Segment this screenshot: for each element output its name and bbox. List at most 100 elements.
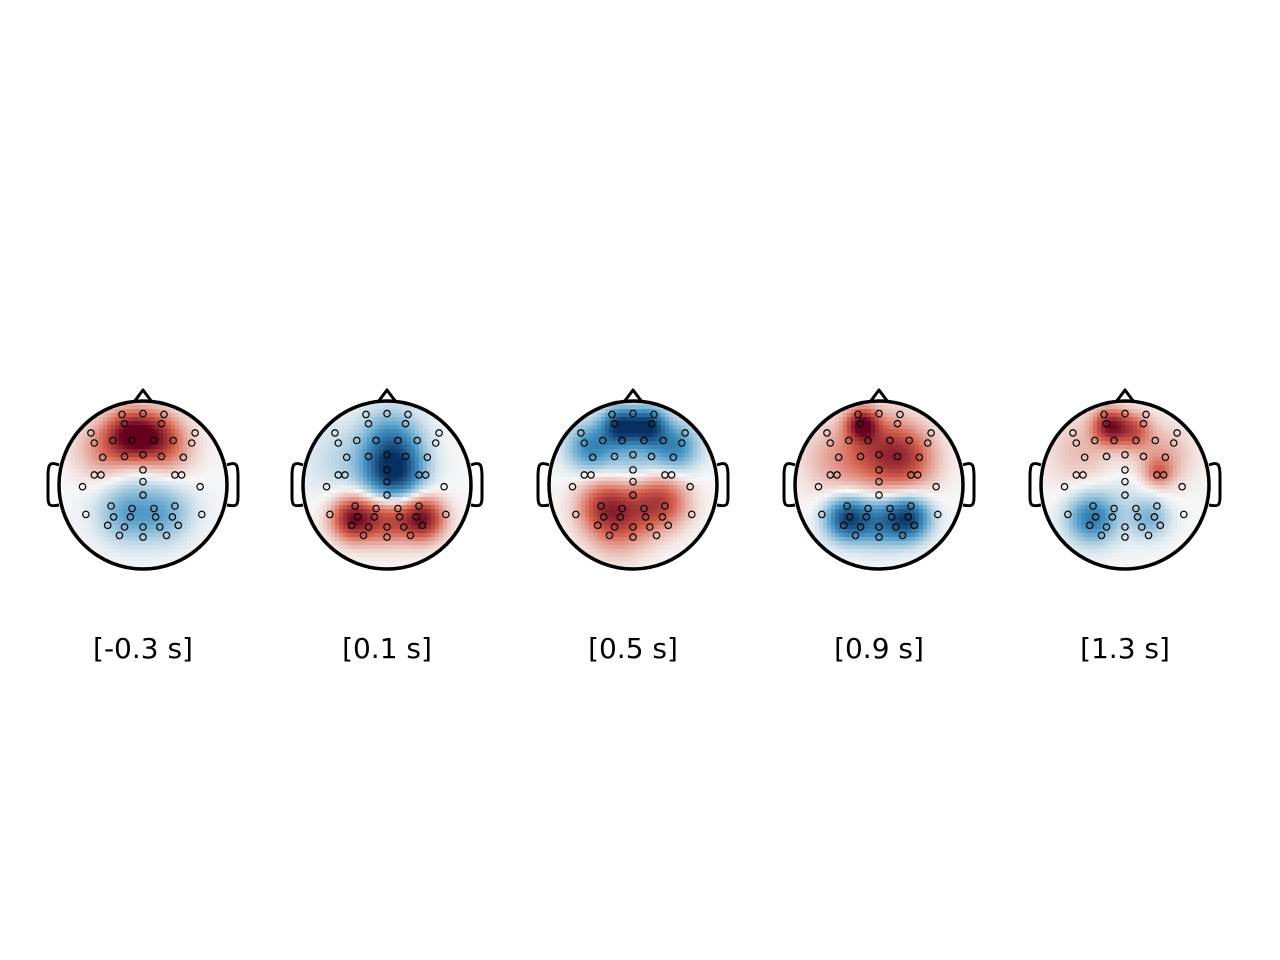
- sensor-marker: [629, 491, 637, 499]
- head-outline: [1039, 399, 1211, 571]
- sensor-marker: [98, 453, 107, 462]
- sensor-marker: [1150, 513, 1159, 521]
- topomap-2: [0.5 s]: [536, 388, 730, 665]
- sensor-marker: [686, 482, 694, 491]
- sensor-marker: [640, 504, 648, 513]
- right-ear-outline: [1208, 462, 1222, 508]
- right-ear-outline: [962, 462, 976, 508]
- topomap-heatmap: [303, 401, 471, 569]
- sensor-marker: [593, 521, 602, 530]
- sensor-marker: [97, 471, 105, 479]
- nose-outline: [622, 388, 644, 403]
- sensor-marker: [1072, 439, 1081, 447]
- sensor-marker: [875, 491, 883, 499]
- sensor-marker: [1139, 419, 1148, 428]
- sensor-marker: [364, 523, 373, 531]
- sensor-marker: [893, 452, 902, 461]
- sensor-marker: [383, 533, 391, 541]
- sensor-marker: [157, 452, 166, 461]
- sensor-marker: [174, 521, 183, 530]
- sensor-marker: [597, 502, 605, 510]
- sensor-marker: [652, 531, 661, 540]
- sensor-marker: [1089, 502, 1097, 510]
- sensor-marker: [1121, 450, 1129, 459]
- sensor-marker: [629, 409, 637, 418]
- sensor-marker: [394, 436, 402, 445]
- sensor-marker: [864, 504, 872, 513]
- sensor-marker: [139, 409, 147, 418]
- sensor-marker: [629, 523, 637, 531]
- sensor-marker: [401, 419, 410, 428]
- topomap-4: [1.3 s]: [1028, 388, 1222, 665]
- sensor-marker: [109, 513, 118, 521]
- left-ear-outline: [290, 462, 304, 508]
- sensor-marker: [1169, 439, 1178, 447]
- sensor-marker: [187, 439, 196, 447]
- sensor-marker: [198, 510, 206, 519]
- sensor-marker: [864, 436, 872, 445]
- sensor-marker: [907, 502, 915, 510]
- sensor-marker: [435, 429, 443, 437]
- sensor-marker: [1121, 491, 1129, 499]
- sensor-marker: [191, 429, 199, 437]
- sensor-marker: [150, 504, 158, 513]
- time-label: [0.1 s]: [342, 632, 432, 665]
- sensor-marker: [823, 429, 831, 437]
- sensor-marker: [1133, 513, 1142, 521]
- sensor-marker: [352, 436, 361, 445]
- sensor-marker: [845, 513, 854, 521]
- sensor-marker: [618, 504, 626, 513]
- sensor-marker: [413, 436, 422, 445]
- sensor-marker: [347, 521, 356, 530]
- sensor-marker: [115, 531, 124, 540]
- sensor-marker: [875, 409, 883, 418]
- sensor-marker: [605, 531, 614, 540]
- sensor-marker: [334, 439, 343, 447]
- sensor-marker: [932, 482, 940, 491]
- sensor-marker: [640, 436, 648, 445]
- sensor-marker: [1102, 419, 1111, 428]
- sensor-marker: [588, 453, 597, 462]
- sensor-marker: [1132, 504, 1140, 513]
- sensor-marker: [108, 436, 117, 445]
- sensor-marker: [168, 513, 177, 521]
- topomap-0: [-0.3 s]: [46, 388, 240, 665]
- sensor-marker: [913, 471, 922, 479]
- sensor-marker: [139, 466, 147, 474]
- sensor-marker: [364, 452, 373, 461]
- sensor-marker: [353, 513, 362, 521]
- sensor-marker: [577, 429, 585, 437]
- sensor-marker: [82, 510, 90, 519]
- sensor-marker: [359, 531, 368, 540]
- sensor-marker: [1091, 513, 1100, 521]
- sensor-marker: [629, 477, 637, 486]
- sensor-marker: [87, 429, 95, 437]
- time-label: [-0.3 s]: [93, 632, 193, 665]
- sensor-marker: [395, 513, 404, 521]
- sensor-marker: [629, 450, 637, 459]
- sensor-marker: [886, 436, 894, 445]
- sensor-marker: [923, 439, 932, 447]
- sensor-marker: [118, 410, 126, 419]
- sensor-marker: [404, 410, 412, 419]
- sensor-marker: [1090, 436, 1099, 445]
- head-outline: [57, 399, 229, 571]
- sensor-marker: [120, 452, 129, 461]
- right-ear-outline: [716, 462, 730, 508]
- sensor-marker: [401, 452, 410, 461]
- sensor-marker: [616, 513, 625, 521]
- sensor-marker: [103, 521, 112, 530]
- sensor-marker: [1161, 453, 1170, 462]
- sensor-marker: [394, 504, 402, 513]
- sensor-marker: [669, 453, 678, 462]
- sensor-marker: [120, 419, 129, 428]
- sensor-marker: [1110, 504, 1118, 513]
- sensor-marker: [139, 523, 147, 531]
- sensor-marker: [898, 531, 907, 540]
- sensor-marker: [341, 471, 349, 479]
- sensor-marker: [1080, 453, 1089, 462]
- sensor-marker: [78, 482, 87, 491]
- sensor-marker: [587, 471, 595, 479]
- sensor-marker: [370, 513, 379, 521]
